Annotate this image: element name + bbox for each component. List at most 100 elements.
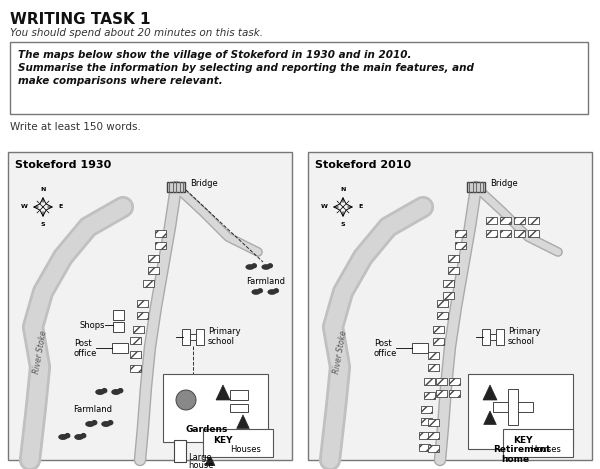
Bar <box>230 390 248 400</box>
Bar <box>455 230 466 237</box>
Polygon shape <box>484 411 496 424</box>
Text: school: school <box>208 336 235 346</box>
Text: Gardens: Gardens <box>186 425 229 434</box>
Text: Bridge: Bridge <box>190 180 218 189</box>
Text: Write at least 150 words.: Write at least 150 words. <box>10 122 141 132</box>
Ellipse shape <box>118 389 123 393</box>
Ellipse shape <box>81 434 86 438</box>
Bar <box>500 217 511 224</box>
Bar <box>412 343 428 353</box>
Ellipse shape <box>268 290 276 294</box>
Bar <box>428 445 439 452</box>
Text: Large: Large <box>188 453 212 461</box>
Text: Primary: Primary <box>208 326 241 335</box>
Ellipse shape <box>252 290 260 294</box>
Bar <box>137 312 148 319</box>
Text: KEY: KEY <box>213 436 233 445</box>
Text: Retirement: Retirement <box>493 446 551 454</box>
Bar <box>190 333 196 340</box>
Ellipse shape <box>102 389 107 393</box>
Polygon shape <box>205 455 215 466</box>
Ellipse shape <box>102 422 110 426</box>
Text: W: W <box>21 204 28 210</box>
Ellipse shape <box>108 421 113 424</box>
Text: Post: Post <box>74 340 92 348</box>
Ellipse shape <box>96 390 104 394</box>
Text: office: office <box>374 348 397 357</box>
Bar <box>433 326 444 333</box>
Bar <box>467 182 485 192</box>
Bar <box>182 329 190 345</box>
Bar <box>419 432 430 439</box>
Bar <box>137 300 148 307</box>
Bar <box>448 255 459 262</box>
Bar <box>482 329 490 345</box>
Text: Stokeford 2010: Stokeford 2010 <box>315 160 411 170</box>
Bar <box>213 446 227 453</box>
Bar <box>421 406 432 413</box>
Text: WRITING TASK 1: WRITING TASK 1 <box>10 12 151 27</box>
Bar <box>230 404 248 412</box>
Text: S: S <box>341 222 346 227</box>
Bar <box>443 292 454 299</box>
Bar <box>148 255 159 262</box>
Bar <box>493 402 533 412</box>
Text: Primary: Primary <box>508 326 541 335</box>
Ellipse shape <box>112 390 120 394</box>
Text: River Stoke: River Stoke <box>32 330 48 374</box>
Text: E: E <box>58 204 62 210</box>
Ellipse shape <box>92 421 97 424</box>
Bar <box>113 322 124 332</box>
Ellipse shape <box>268 264 272 268</box>
Text: Bridge: Bridge <box>490 180 518 189</box>
Bar <box>163 374 268 442</box>
Bar <box>528 230 539 237</box>
Bar <box>424 378 435 385</box>
Bar <box>419 444 430 451</box>
Ellipse shape <box>274 289 278 293</box>
Bar <box>421 418 432 425</box>
Text: Post: Post <box>374 340 392 348</box>
Text: home: home <box>501 455 529 464</box>
Ellipse shape <box>59 435 67 439</box>
Bar <box>112 343 128 353</box>
Bar <box>428 352 439 359</box>
Bar <box>503 429 573 457</box>
Polygon shape <box>236 415 250 429</box>
Text: Farmland: Farmland <box>73 406 112 415</box>
Bar <box>8 152 292 460</box>
Bar <box>514 217 525 224</box>
Text: KEY: KEY <box>513 436 533 445</box>
Text: make comparisons where relevant.: make comparisons where relevant. <box>18 76 223 86</box>
Bar <box>130 365 141 372</box>
Bar <box>130 337 141 344</box>
Bar <box>433 338 444 345</box>
Text: Houses: Houses <box>230 445 261 454</box>
Text: The maps below show the village of Stokeford in 1930 and in 2010.: The maps below show the village of Stoke… <box>18 50 412 60</box>
Bar <box>155 230 166 237</box>
Ellipse shape <box>65 434 70 438</box>
Ellipse shape <box>262 265 270 269</box>
Ellipse shape <box>252 264 256 268</box>
Ellipse shape <box>86 422 94 426</box>
Bar <box>155 242 166 249</box>
Bar <box>436 378 447 385</box>
Text: N: N <box>340 187 346 192</box>
Bar <box>496 329 504 345</box>
Text: school: school <box>508 336 535 346</box>
Bar <box>130 351 141 358</box>
Bar <box>443 280 454 287</box>
Bar <box>428 364 439 371</box>
Ellipse shape <box>246 265 254 269</box>
Bar <box>428 432 439 439</box>
Bar <box>133 326 144 333</box>
Text: Farmland: Farmland <box>247 277 286 286</box>
Bar <box>113 310 124 320</box>
Bar <box>528 217 539 224</box>
Bar <box>424 392 435 399</box>
Bar <box>448 267 459 274</box>
Ellipse shape <box>75 435 83 439</box>
Bar <box>437 300 448 307</box>
Bar <box>196 329 204 345</box>
Bar <box>486 230 497 237</box>
